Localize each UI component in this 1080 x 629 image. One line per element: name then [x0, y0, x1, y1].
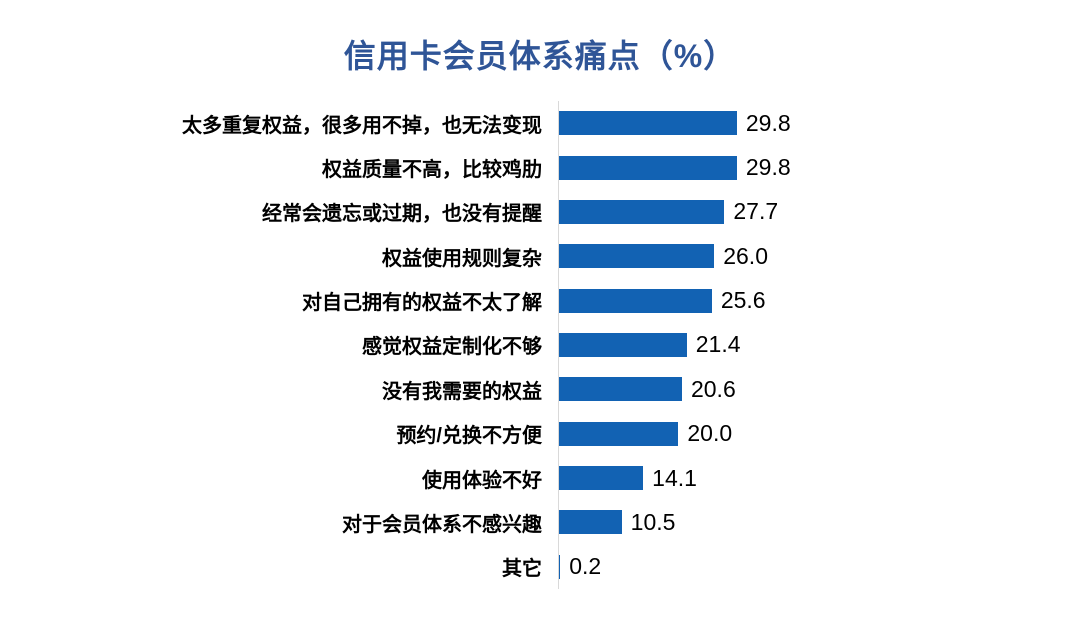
bar-wrap: 27.7: [559, 198, 778, 225]
bar: [559, 332, 687, 357]
bar-wrap: 20.6: [559, 376, 736, 403]
value-label: 0.2: [569, 553, 602, 580]
value-label: 27.7: [733, 198, 779, 225]
value-label: 21.4: [695, 331, 741, 358]
bar-wrap: 25.6: [559, 287, 766, 314]
bar: [559, 199, 725, 224]
y-axis-line: [558, 101, 559, 589]
chart-title: 信用卡会员体系痛点（%）: [343, 38, 737, 74]
value-label: 10.5: [630, 508, 676, 535]
chart-row: 使用体验不好 14.1: [0, 456, 1080, 500]
value-label: 14.1: [652, 464, 697, 491]
chart-row: 没有我需要的权益 20.6: [0, 367, 1080, 411]
bar: [559, 244, 715, 269]
bar: [559, 377, 682, 402]
bar-wrap: 10.5: [559, 509, 675, 536]
category-label: 权益使用规则复杂: [382, 247, 542, 270]
value-label: 20.6: [690, 375, 736, 402]
value-label: 25.6: [720, 287, 766, 314]
chart-row: 对自己拥有的权益不太了解 25.6: [0, 278, 1080, 322]
bar-wrap: 26.0: [559, 243, 768, 270]
bar: [559, 421, 679, 446]
chart-row: 对于会员体系不感兴趣 10.5: [0, 500, 1080, 544]
bar: [559, 111, 737, 136]
category-label: 没有我需要的权益: [382, 380, 542, 403]
bar-wrap: 14.1: [559, 465, 697, 492]
category-label: 对于会员体系不感兴趣: [342, 513, 542, 536]
bar-wrap: 21.4: [559, 331, 741, 358]
bar: [559, 466, 644, 491]
bar-wrap: 20.0: [559, 420, 732, 447]
bar-wrap: 29.8: [559, 110, 791, 137]
plot-area: 太多重复权益，很多用不掉，也无法变现 29.8 权益质量不高，比较鸡肋 29.8…: [0, 101, 1080, 589]
bar: [559, 510, 622, 535]
category-label: 经常会遗忘或过期，也没有提醒: [262, 203, 542, 226]
value-label: 29.8: [745, 154, 791, 181]
value-label: 29.8: [745, 109, 791, 136]
bar-wrap: 0.2: [559, 553, 601, 580]
bar-wrap: 29.8: [559, 154, 791, 181]
chart-row: 预约/兑换不方便 20.0: [0, 412, 1080, 456]
chart-row: 权益使用规则复杂 26.0: [0, 234, 1080, 278]
chart-row: 权益质量不高，比较鸡肋 29.8: [0, 145, 1080, 189]
category-label: 太多重复权益，很多用不掉，也无法变现: [182, 114, 542, 137]
value-label: 20.0: [687, 420, 733, 447]
bar-rows: 太多重复权益，很多用不掉，也无法变现 29.8 权益质量不高，比较鸡肋 29.8…: [0, 101, 1080, 589]
bar: [559, 155, 737, 180]
category-label: 对自己拥有的权益不太了解: [302, 292, 542, 315]
category-label: 权益质量不高，比较鸡肋: [322, 159, 542, 182]
bar: [559, 554, 561, 579]
chart-row: 太多重复权益，很多用不掉，也无法变现 29.8: [0, 101, 1080, 145]
chart-row: 经常会遗忘或过期，也没有提醒 27.7: [0, 190, 1080, 234]
value-label: 26.0: [723, 242, 768, 269]
category-label: 其它: [502, 558, 542, 581]
category-label: 感觉权益定制化不够: [362, 336, 542, 359]
chart-row: 感觉权益定制化不够 21.4: [0, 323, 1080, 367]
chart-row: 其它 0.2: [0, 545, 1080, 589]
category-label: 使用体验不好: [422, 469, 542, 492]
bar: [559, 288, 712, 313]
category-label: 预约/兑换不方便: [396, 425, 542, 448]
